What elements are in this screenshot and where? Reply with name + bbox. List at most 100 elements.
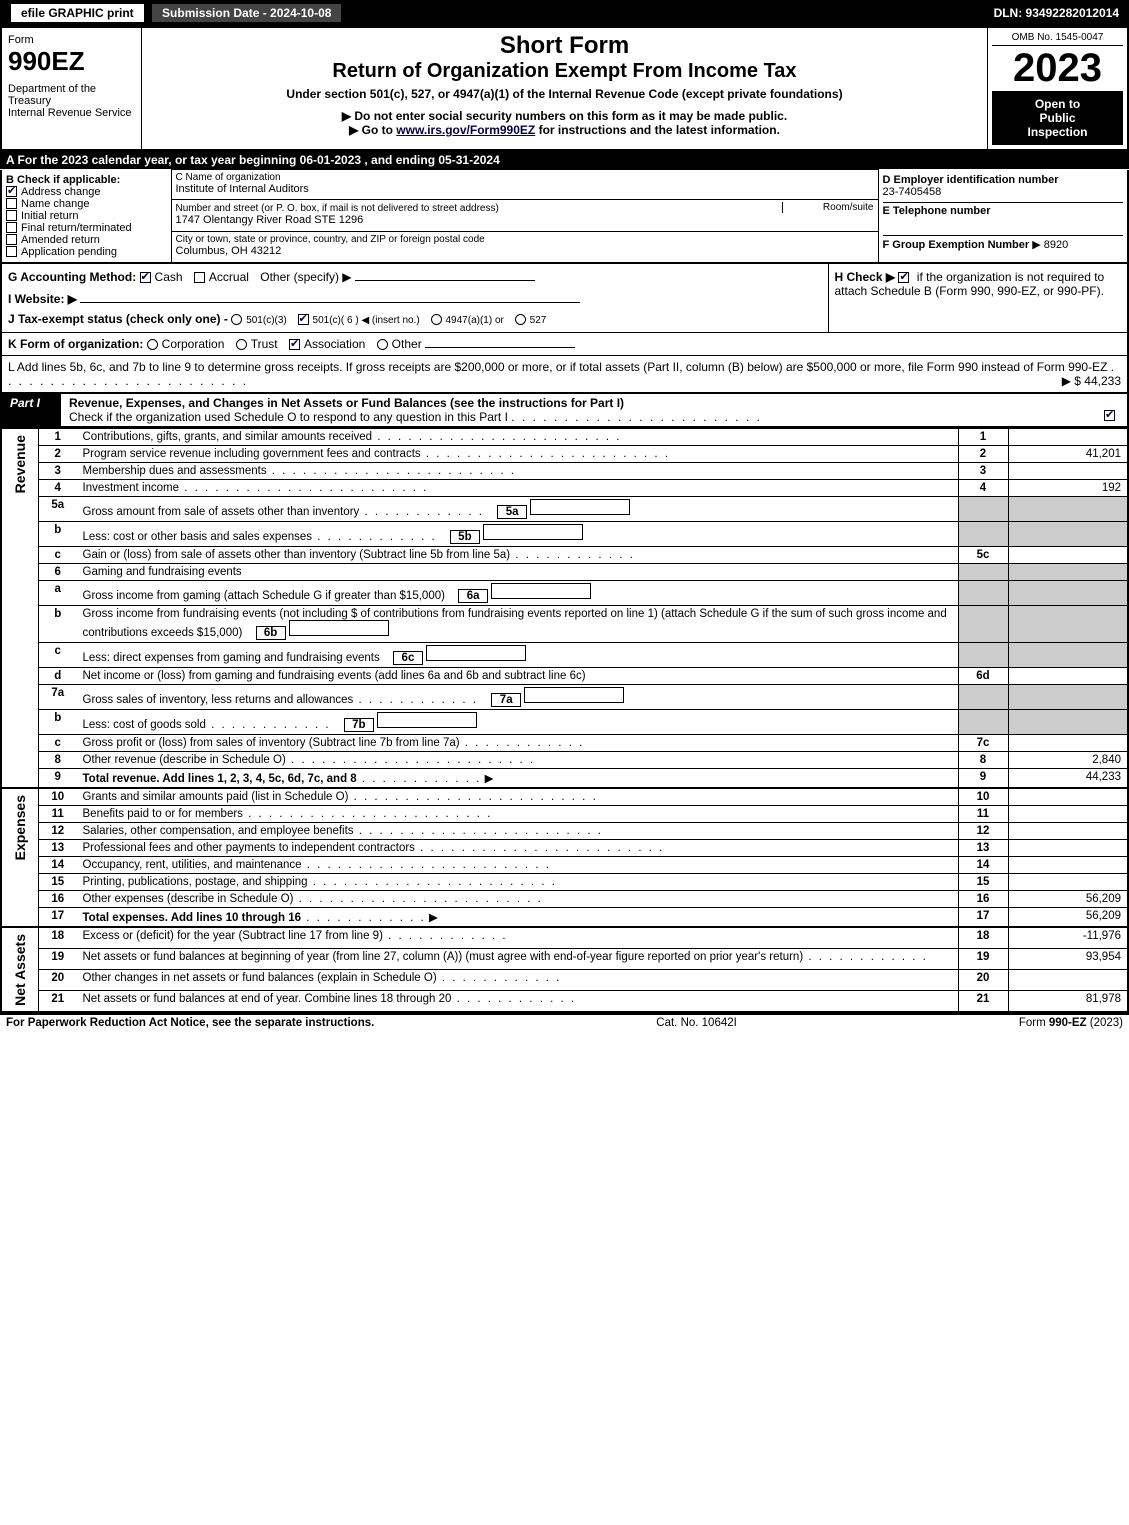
4947-radio[interactable] bbox=[431, 314, 442, 325]
line-14-desc: Occupancy, rent, utilities, and maintena… bbox=[83, 859, 302, 871]
other-method-input[interactable] bbox=[355, 280, 535, 281]
application-pending-checkbox[interactable] bbox=[6, 246, 17, 257]
line-7b-box bbox=[958, 709, 1008, 734]
line-5b-box bbox=[958, 521, 1008, 546]
501c-label: 501(c)( 6 ) ◀ (insert no.) bbox=[313, 315, 420, 326]
line-4-desc: Investment income bbox=[83, 482, 180, 494]
line-12-amount bbox=[1008, 822, 1128, 839]
footer-mid: Cat. No. 10642I bbox=[656, 1017, 737, 1029]
page-footer: For Paperwork Reduction Act Notice, see … bbox=[0, 1013, 1129, 1031]
501c3-radio[interactable] bbox=[231, 314, 242, 325]
line-6-desc: Gaming and fundraising events bbox=[77, 563, 959, 580]
schedule-o-checkbox[interactable] bbox=[1104, 410, 1115, 421]
line-21-desc: Net assets or fund balances at end of ye… bbox=[83, 993, 452, 1005]
line-17-amount: 56,209 bbox=[1008, 907, 1128, 927]
line-4-amount: 192 bbox=[1008, 479, 1128, 496]
line-6b-box bbox=[958, 605, 1008, 642]
line-20-amount bbox=[1008, 969, 1128, 990]
corp-label: Corporation bbox=[162, 337, 225, 351]
application-pending-label: Application pending bbox=[21, 246, 117, 258]
line-21-amount: 81,978 bbox=[1008, 991, 1128, 1013]
website-input[interactable] bbox=[80, 302, 580, 303]
k-label: K Form of organization: bbox=[8, 337, 143, 351]
group-exemption-label: F Group Exemption Number bbox=[883, 239, 1030, 251]
527-radio[interactable] bbox=[515, 314, 526, 325]
line-15-amount bbox=[1008, 873, 1128, 890]
trust-radio[interactable] bbox=[236, 339, 247, 350]
part1-heading: Revenue, Expenses, and Changes in Net As… bbox=[69, 396, 624, 410]
line-5b-amount bbox=[1008, 521, 1128, 546]
org-city: Columbus, OH 43212 bbox=[176, 245, 874, 257]
name-change-checkbox[interactable] bbox=[6, 198, 17, 209]
line-5c-amount bbox=[1008, 546, 1128, 563]
line-8-amount: 2,840 bbox=[1008, 751, 1128, 768]
line-6-box bbox=[958, 563, 1008, 580]
line-6d-amount bbox=[1008, 667, 1128, 684]
group-exemption-value: ▶ 8920 bbox=[1032, 239, 1068, 251]
line-14-num: 14 bbox=[39, 856, 77, 873]
open-inspection-box: Open to Public Inspection bbox=[992, 91, 1123, 145]
line-16-num: 16 bbox=[39, 890, 77, 907]
line-6b-midamt bbox=[289, 620, 389, 636]
corp-radio[interactable] bbox=[147, 339, 158, 350]
line-15-num: 15 bbox=[39, 873, 77, 890]
line-12-box: 12 bbox=[958, 822, 1008, 839]
line-6c-desc: Less: direct expenses from gaming and fu… bbox=[83, 652, 380, 664]
initial-return-checkbox[interactable] bbox=[6, 210, 17, 221]
line-20-box: 20 bbox=[958, 969, 1008, 990]
line-7a-num: 7a bbox=[39, 684, 77, 709]
line-7b-desc: Less: cost of goods sold bbox=[83, 719, 206, 731]
line-9-num: 9 bbox=[39, 768, 77, 788]
goto-prefix: ▶ Go to bbox=[349, 123, 396, 137]
line-4-box: 4 bbox=[958, 479, 1008, 496]
accrual-checkbox[interactable] bbox=[194, 272, 205, 283]
line-6b-desc: Gross income from fundraising events (no… bbox=[83, 608, 947, 639]
line-3-box: 3 bbox=[958, 462, 1008, 479]
other-method-label: Other (specify) ▶ bbox=[260, 270, 351, 284]
section-b-title: B Check if applicable: bbox=[6, 174, 167, 186]
line-6a-desc: Gross income from gaming (attach Schedul… bbox=[83, 590, 445, 602]
amended-return-checkbox[interactable] bbox=[6, 234, 17, 245]
line-5b-num: b bbox=[39, 521, 77, 546]
initial-return-label: Initial return bbox=[21, 210, 78, 222]
footer-right: Form 990-EZ (2023) bbox=[1019, 1017, 1123, 1029]
other-org-input[interactable] bbox=[425, 347, 575, 348]
line-7c-box: 7c bbox=[958, 734, 1008, 751]
city-label: City or town, state or province, country… bbox=[176, 234, 874, 245]
line-15-box: 15 bbox=[958, 873, 1008, 890]
line-6b-num: b bbox=[39, 605, 77, 642]
line-5a-amount bbox=[1008, 496, 1128, 521]
assoc-checkbox[interactable] bbox=[289, 339, 300, 350]
line-3-num: 3 bbox=[39, 462, 77, 479]
line-5a-box bbox=[958, 496, 1008, 521]
line-7a-desc: Gross sales of inventory, less returns a… bbox=[83, 694, 354, 706]
open-line-3: Inspection bbox=[998, 125, 1117, 139]
line-7a-amount bbox=[1008, 684, 1128, 709]
line-16-amount: 56,209 bbox=[1008, 890, 1128, 907]
part1-badge: Part I bbox=[1, 394, 61, 427]
line-5a-midamt bbox=[530, 499, 630, 515]
line-13-desc: Professional fees and other payments to … bbox=[83, 842, 415, 854]
line-21-num: 21 bbox=[39, 991, 77, 1013]
efile-print-button[interactable]: efile GRAPHIC print bbox=[10, 3, 145, 23]
line-6a-num: a bbox=[39, 580, 77, 605]
goto-suffix: for instructions and the latest informat… bbox=[535, 123, 780, 137]
line-7a-midamt bbox=[524, 687, 624, 703]
ein-value: 23-7405458 bbox=[883, 186, 1124, 198]
line-10-desc: Grants and similar amounts paid (list in… bbox=[83, 791, 349, 803]
other-org-radio[interactable] bbox=[377, 339, 388, 350]
dept-line-1: Department of the Treasury bbox=[8, 83, 135, 107]
line-5b-mid: 5b bbox=[450, 530, 480, 544]
h-checkbox[interactable] bbox=[898, 272, 909, 283]
h-check-label: H Check ▶ bbox=[835, 270, 896, 284]
open-line-1: Open to bbox=[998, 97, 1117, 111]
cash-checkbox[interactable] bbox=[140, 272, 151, 283]
line-9-amount: 44,233 bbox=[1008, 768, 1128, 788]
line-2-box: 2 bbox=[958, 445, 1008, 462]
line-7b-mid: 7b bbox=[344, 718, 374, 732]
501c-checkbox[interactable] bbox=[298, 314, 309, 325]
address-change-checkbox[interactable] bbox=[6, 186, 17, 197]
final-return-checkbox[interactable] bbox=[6, 222, 17, 233]
irs-link[interactable]: www.irs.gov/Form990EZ bbox=[396, 123, 535, 137]
section-a-bar: A For the 2023 calendar year, or tax yea… bbox=[0, 151, 1129, 169]
